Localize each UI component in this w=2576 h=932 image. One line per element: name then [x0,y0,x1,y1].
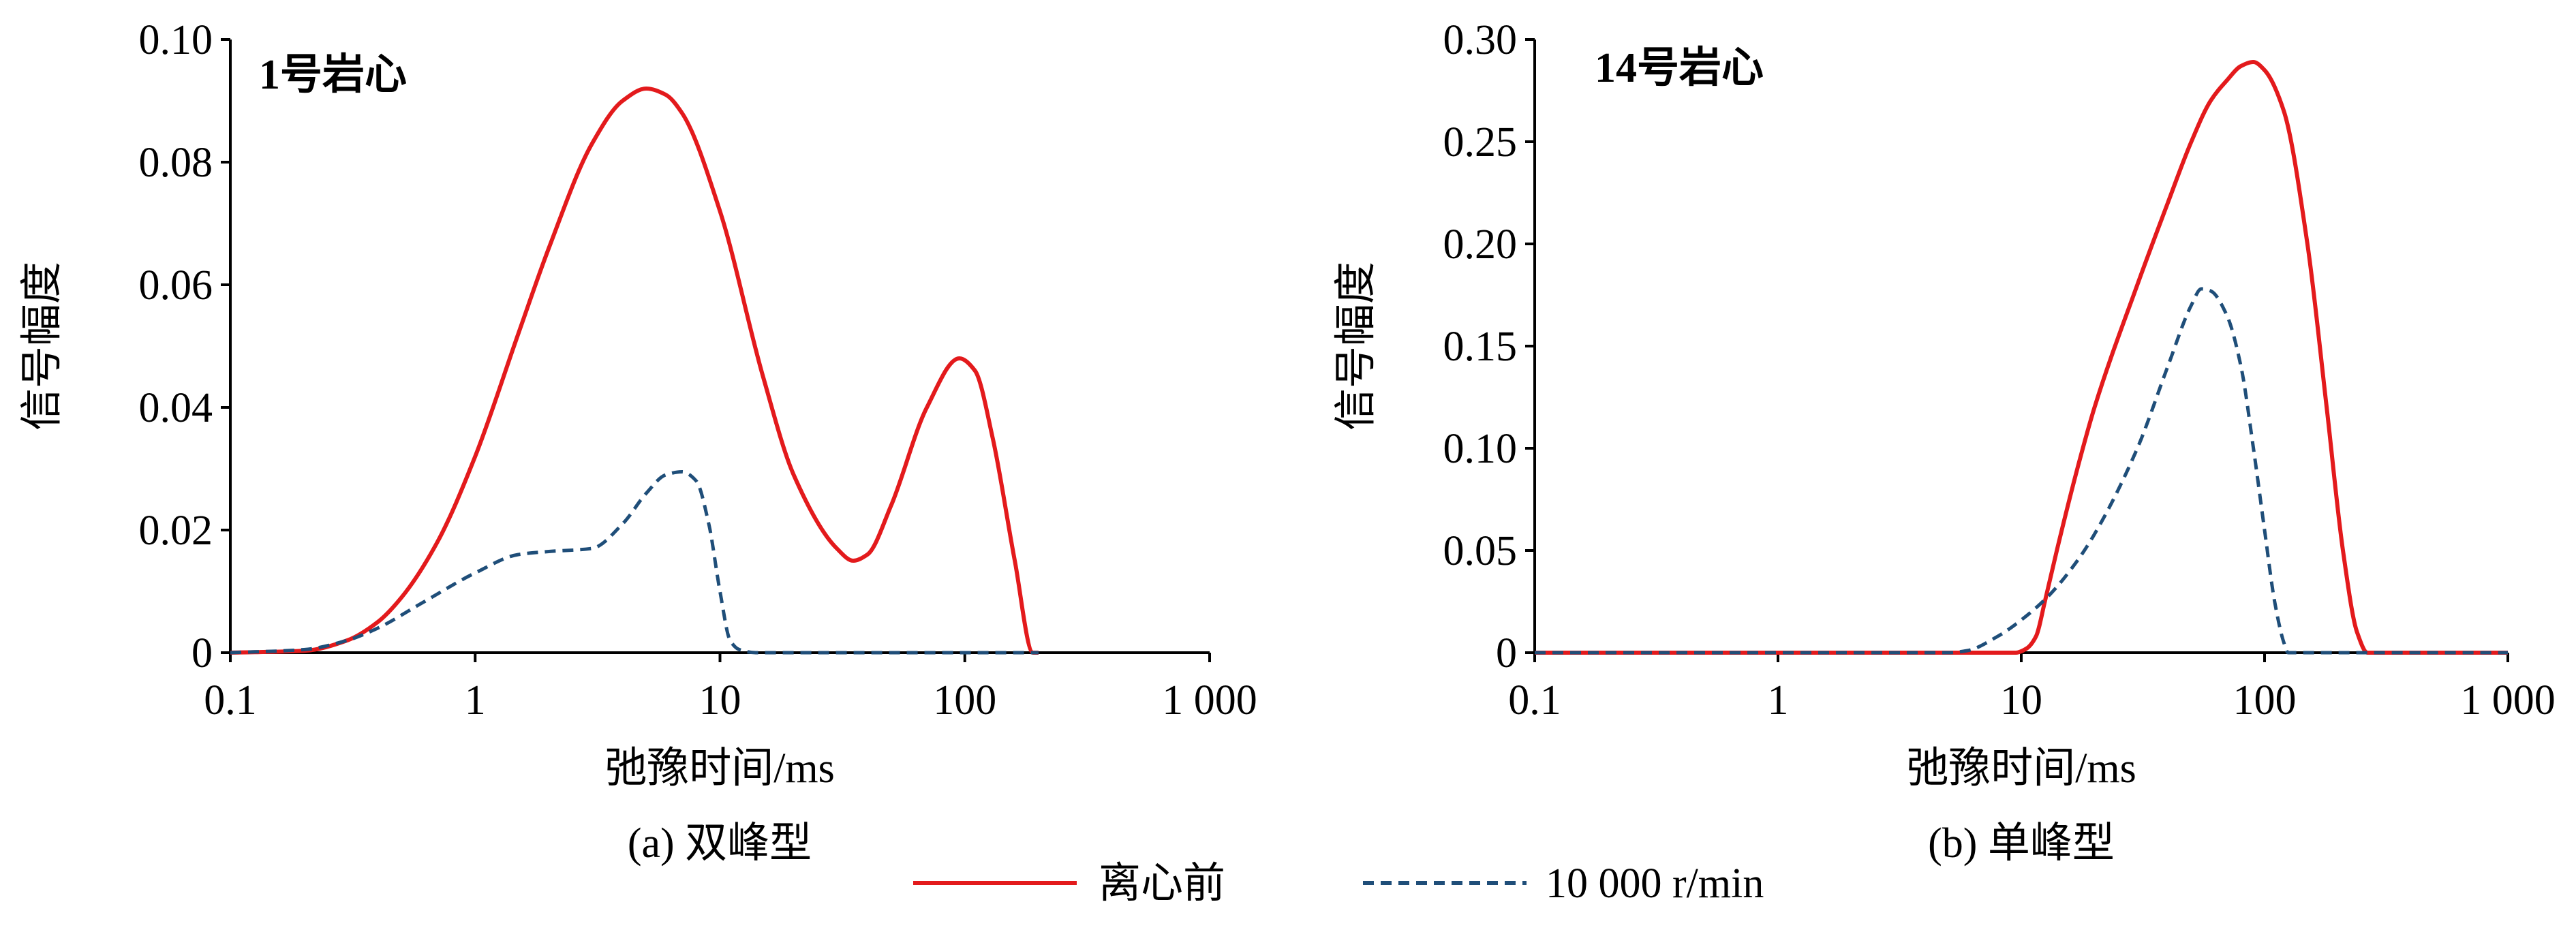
y-tick-label-b: 0.15 [1443,324,1518,370]
y-axis-label-b: 信号幅度 [1333,262,1379,431]
panel-caption-a: (a) 双峰型 [628,820,812,867]
series-group-a [230,87,1039,655]
x-tick-label-b: 100 [2233,677,2297,724]
y-tick-label-b: 0.05 [1443,528,1518,574]
y-tick-label-a: 0 [191,630,213,677]
y-axis-label-a: 信号幅度 [19,262,65,431]
y-tick-label-b: 0.30 [1443,17,1518,63]
panel-annotation-a: 1号岩心 [259,52,407,98]
y-tick-label-b: 0 [1496,630,1517,677]
legend-label-10000-rpm: 10 000 r/min [1546,860,1764,907]
series-line-before-centrifuge-a [230,87,1039,655]
x-tick-label-b: 1 [1768,677,1789,724]
chart-panel-a: 0 0.02 0.04 0.06 0.08 0.10 0.1 1 10 100 1 000 1号岩心… [19,17,1257,867]
y-tick-label-b: 0.20 [1443,221,1518,268]
y-tick-label-b: 0.25 [1443,119,1518,166]
panel-caption-b: (b) 单峰型 [1928,820,2115,867]
y-tick-label-a: 0.10 [139,17,213,63]
y-tick-label-b: 0.10 [1443,426,1518,472]
y-tick-label-a: 0.02 [139,508,213,554]
x-tick-label-b: 0.1 [1508,677,1561,724]
series-line-before-centrifuge-b [1534,60,2508,655]
x-tick-label-a: 10 [699,677,741,724]
x-tick-label-b: 1 000 [2460,677,2556,724]
ticks-a: 0 0.02 0.04 0.06 0.08 0.10 0.1 1 10 100 1 000 [139,17,1257,724]
x-tick-label-a: 1 [465,677,486,724]
legend-label-before-centrifuge: 离心前 [1099,860,1225,907]
y-tick-label-a: 0.08 [139,140,213,186]
series-line-10000-rpm-a [230,470,1039,655]
series-group-b [1534,60,2508,655]
x-axis-label-a: 弛豫时间/ms [604,745,835,792]
series-line-10000-rpm-b [1534,287,2508,655]
legend: 离心前 10 000 r/min [913,860,1764,907]
x-tick-label-a: 1 000 [1162,677,1257,724]
x-tick-label-b: 10 [2000,677,2042,724]
x-axis-label-b: 弛豫时间/ms [1906,745,2136,792]
x-tick-label-a: 100 [933,677,996,724]
x-tick-label-a: 0.1 [204,677,257,724]
panel-annotation-b: 14号岩心 [1595,45,1764,91]
y-tick-label-a: 0.06 [139,262,213,309]
y-tick-label-a: 0.04 [139,385,213,431]
ticks-b: 0 0.05 0.10 0.15 0.20 0.25 0.30 0.1 1 10 100 1 000 [1443,17,2556,724]
chart-panel-b: 00.050.100.150.200.250.300.1 1 10 100 1 000 … [1333,17,2556,867]
